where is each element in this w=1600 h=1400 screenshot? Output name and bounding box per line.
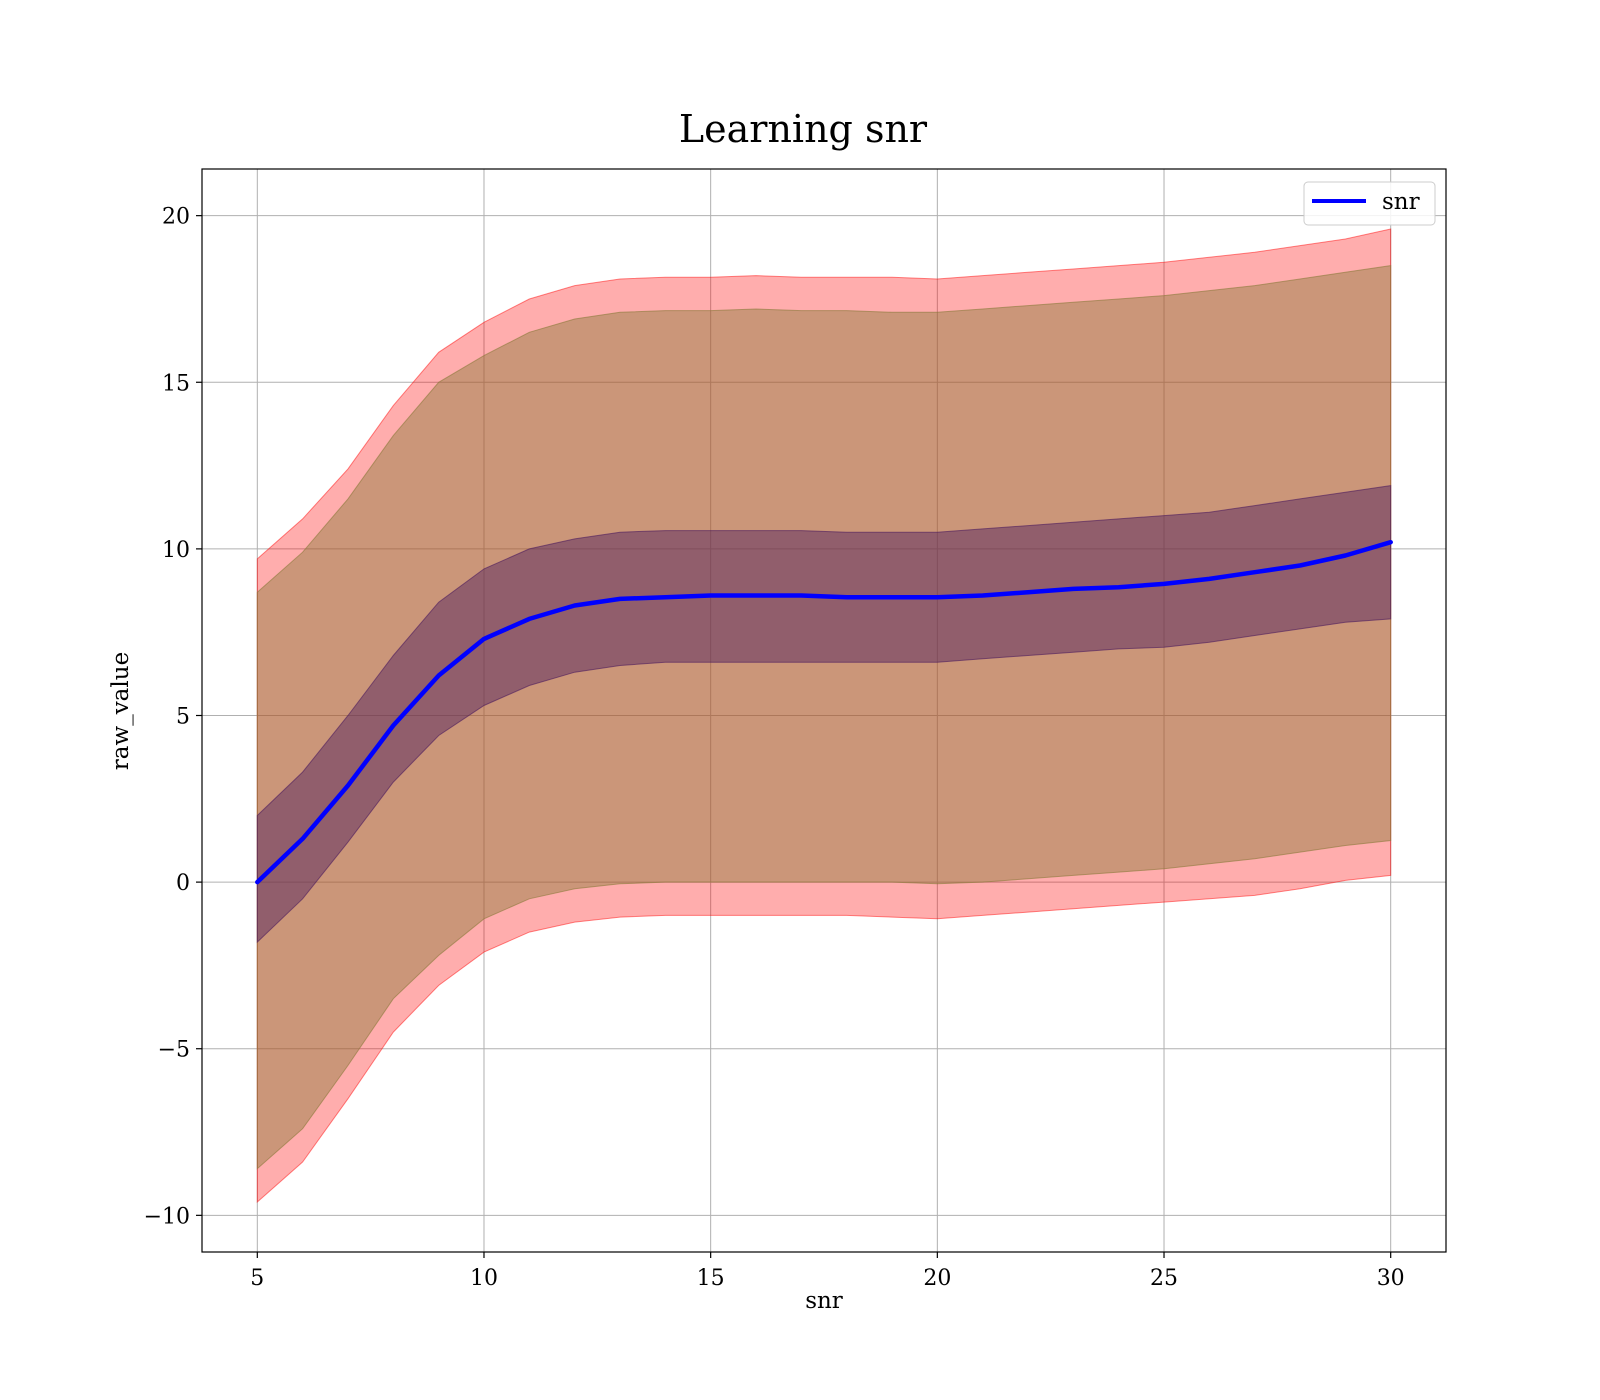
series-line-snr: [255, 539, 1393, 885]
legend-label-snr: snr: [1382, 189, 1420, 215]
chart-title: Learning snr: [679, 107, 928, 151]
y-tick-label-4: 10: [162, 538, 190, 563]
y-tick-label-3: 5: [176, 704, 190, 729]
plot-frame: [201, 168, 1447, 1253]
x-axis-title: snr: [805, 1288, 843, 1314]
band-1: [256, 265, 1392, 1170]
band-2: [256, 485, 1392, 944]
x-tick-label-4: 25: [1150, 1266, 1178, 1291]
band-0: [256, 228, 1392, 1204]
series-lines: [255, 539, 1393, 885]
y-tick-label-0: −10: [144, 1204, 190, 1229]
x-tick-label-0: 5: [250, 1266, 264, 1291]
axis-ticks: 5 10 15 20 25 30 −10 −5 0 5 10 15 20: [144, 205, 1405, 1291]
legend-box: [1303, 181, 1436, 226]
y-axis-title: raw_value: [108, 652, 134, 770]
y-tick-label-1: −5: [158, 1038, 190, 1063]
x-tick-label-2: 15: [697, 1266, 725, 1291]
x-tick-label-5: 30: [1377, 1266, 1405, 1291]
x-tick-label-3: 20: [923, 1266, 951, 1291]
legend: snr: [1303, 181, 1436, 226]
confidence-bands: [256, 228, 1392, 1204]
x-tick-label-1: 10: [470, 1266, 498, 1291]
y-tick-label-6: 20: [162, 205, 190, 230]
y-tick-label-5: 15: [162, 371, 190, 396]
y-tick-label-2: 0: [176, 871, 190, 896]
